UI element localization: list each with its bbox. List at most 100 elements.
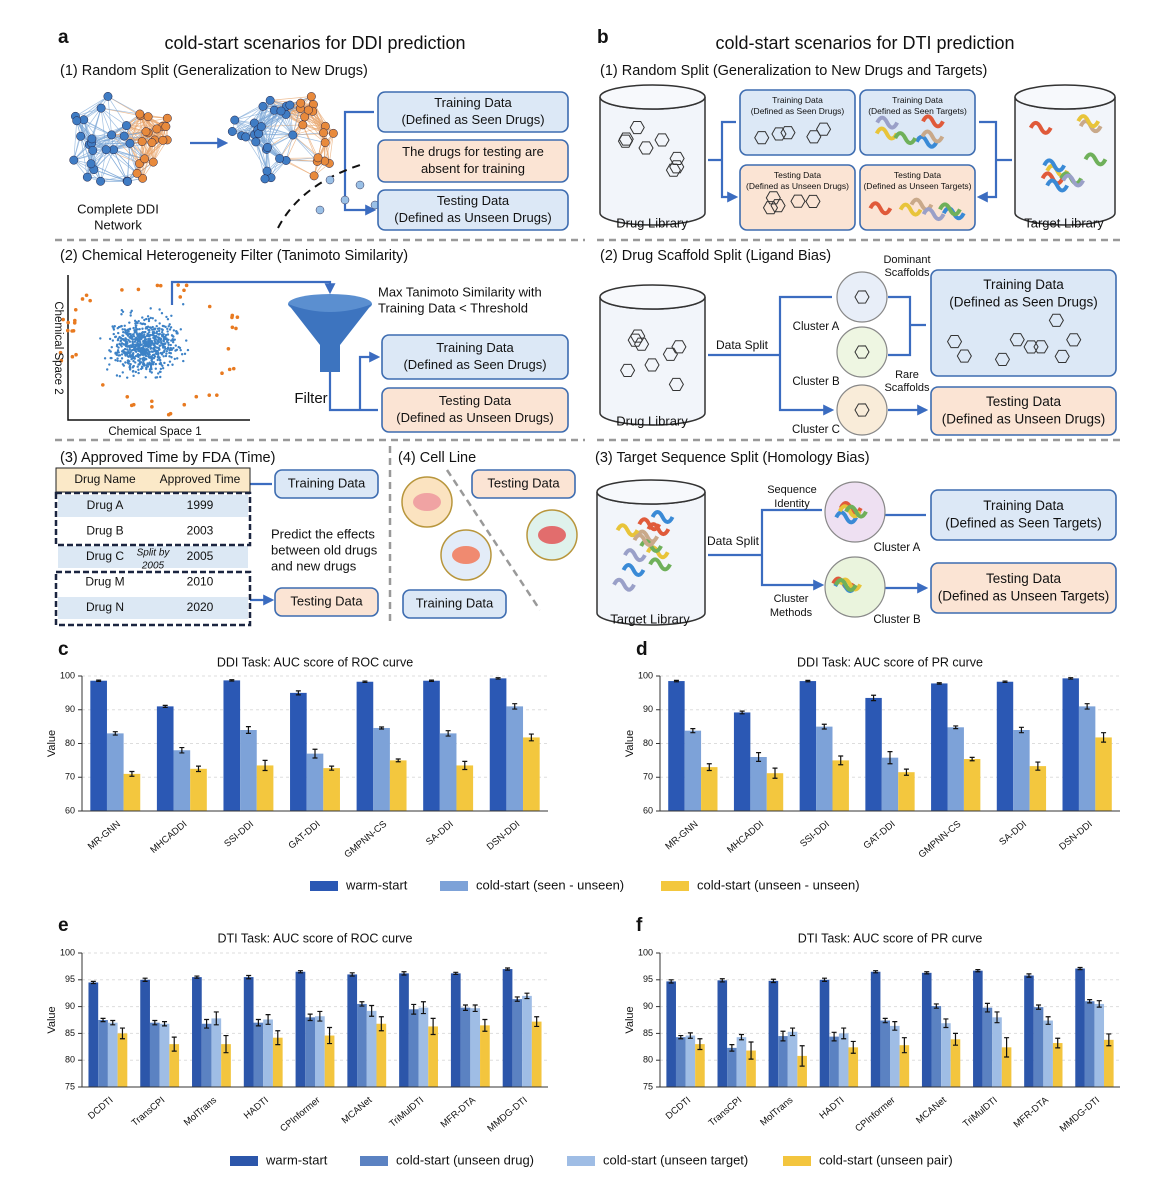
scatter-dot	[156, 349, 159, 353]
error-bar	[204, 1018, 210, 1029]
error-bar	[453, 971, 459, 976]
scatter-dot	[162, 345, 166, 348]
scatter-dot	[157, 333, 160, 336]
bar	[156, 706, 174, 811]
scatter-dot	[127, 333, 130, 336]
scatter-dot	[136, 321, 139, 325]
error-bar	[1004, 1037, 1010, 1058]
error-bar	[307, 1013, 313, 1022]
y-axis-title: Value	[624, 1006, 636, 1033]
network-node	[96, 103, 106, 113]
y-axis-title: Value	[624, 730, 636, 757]
scatter-dot	[141, 327, 144, 330]
scatter-dot	[167, 343, 170, 347]
scatter-dot	[154, 345, 157, 349]
scatter-dot	[186, 348, 190, 352]
scatter-dot	[149, 307, 152, 310]
network-node	[148, 157, 158, 167]
table-cell: 2003	[187, 524, 214, 538]
error-bar	[892, 1021, 898, 1031]
test-node	[340, 195, 350, 205]
y-tick-label: 95	[65, 974, 75, 984]
scatter-dot	[151, 363, 155, 366]
scatter-dot	[149, 365, 153, 369]
molecule-icon	[671, 340, 687, 354]
protein-icon	[921, 114, 945, 129]
scatter-dot	[150, 347, 153, 350]
scatter-dot	[129, 363, 132, 366]
library-cylinder	[596, 491, 706, 626]
scatter-dot	[165, 337, 168, 340]
scatter-dot	[148, 351, 151, 354]
network-edge	[304, 116, 334, 134]
bar	[750, 757, 767, 811]
outlier-dot	[88, 298, 92, 303]
scatter-dot	[166, 333, 170, 336]
y-tick-label: 85	[643, 1028, 653, 1038]
molecule-icon	[946, 335, 963, 349]
bar	[253, 1022, 264, 1087]
scatter-dot	[121, 363, 125, 366]
protein-icon	[1040, 171, 1065, 186]
outlier-dot	[182, 402, 187, 407]
scatter-dot	[131, 370, 135, 373]
bar	[295, 971, 306, 1087]
network-edge	[87, 176, 128, 182]
bar	[899, 1045, 910, 1087]
scatter-dot	[164, 325, 167, 329]
bar	[107, 1022, 118, 1087]
error-bar	[295, 690, 301, 696]
scatter-dot	[137, 368, 140, 371]
scatter-dot	[145, 326, 148, 329]
molecule-icon	[669, 151, 685, 166]
x-tick-label: DCDTI	[86, 1095, 115, 1122]
error-bar	[100, 1017, 106, 1023]
network-edge	[100, 172, 138, 182]
network-edge	[292, 132, 324, 136]
scatter-dot	[160, 311, 164, 315]
scatter-dot	[117, 346, 120, 349]
library-cylinder	[1014, 96, 1116, 226]
error-bar	[246, 974, 252, 980]
molecule-icon	[771, 127, 787, 141]
scatter-dot	[134, 354, 138, 358]
arrows	[170, 110, 1012, 600]
bar	[240, 730, 257, 811]
cluster-label: Cluster A	[793, 321, 840, 333]
outlier-dot	[234, 326, 238, 331]
bar	[347, 974, 358, 1087]
scatter-dot	[99, 337, 102, 340]
bar	[746, 1050, 756, 1087]
scatter-dot	[149, 316, 152, 320]
bar	[159, 1023, 170, 1087]
error-bar	[430, 1017, 436, 1036]
scatter-dot	[166, 327, 169, 331]
note: and new drugs	[271, 558, 357, 573]
scatter-dot	[165, 340, 169, 343]
network-node	[162, 113, 172, 123]
bar	[695, 1044, 705, 1087]
protein-icon	[1076, 114, 1101, 129]
table-row	[58, 520, 248, 543]
error-bar	[359, 1001, 365, 1007]
scatter-dot	[137, 371, 140, 375]
library-top	[596, 479, 706, 505]
network-edge	[107, 96, 141, 115]
bar	[1062, 678, 1079, 811]
chart-title: DDI Task: AUC score of ROC curve	[217, 655, 413, 669]
bar	[768, 980, 779, 1087]
outlier-dot	[227, 367, 232, 372]
scatter-dot	[133, 329, 136, 332]
scatter-dot	[158, 358, 162, 362]
error-bar	[297, 970, 303, 974]
network-edge	[292, 134, 319, 159]
network-node	[101, 145, 111, 155]
scatter-dot	[176, 357, 179, 360]
error-bar	[495, 677, 501, 680]
x-tick-label: MMDG-DTI	[485, 1095, 529, 1135]
library-cylinder	[599, 96, 706, 226]
scatter-dot	[163, 349, 166, 352]
scatter-dot	[139, 344, 142, 347]
network-edge	[234, 109, 275, 121]
